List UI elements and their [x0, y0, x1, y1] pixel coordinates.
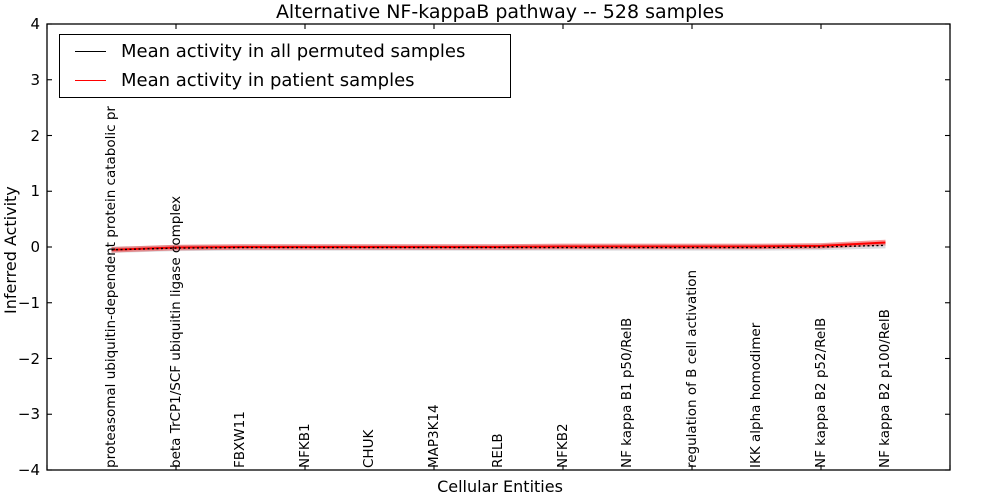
y-tick-label: 1	[30, 182, 40, 201]
y-tick-label: −4	[17, 461, 40, 479]
x-tick-label: NF kappa B2 p100/RelB	[877, 309, 893, 468]
y-tick-label: −3	[17, 405, 40, 424]
x-tick-label: regulation of B cell activation	[683, 269, 700, 468]
y-tick-label: 3	[30, 70, 40, 89]
y-tick-label: 4	[30, 15, 40, 33]
x-tick-label: NF kappa B2 p52/RelB	[812, 317, 829, 468]
legend-label: Mean activity in patient samples	[121, 70, 415, 91]
permuted-mean-line	[111, 244, 886, 251]
legend-entry: Mean activity in patient samples	[60, 66, 510, 95]
legend-line-sample	[75, 51, 106, 52]
x-tick-label: IKK alpha homodimer	[748, 322, 764, 468]
x-tick-label: NFKB2	[554, 423, 571, 468]
y-tick-label: −1	[17, 293, 40, 312]
y-tick-label: 0	[30, 238, 40, 256]
y-tick-label: −2	[17, 349, 40, 368]
x-axis-label: Cellular Entities	[437, 477, 563, 496]
legend-entry: Mean activity in all permuted samples	[60, 37, 510, 66]
x-tick-label: NF kappa B1 p50/RelB	[619, 317, 635, 468]
y-tick-label: 2	[30, 126, 40, 145]
legend-box: Mean activity in all permuted samples Mea…	[59, 34, 511, 98]
legend-line-sample	[75, 80, 106, 81]
legend-label: Mean activity in all permuted samples	[121, 41, 466, 62]
chart-title: Alternative NF-kappaB pathway -- 528 sam…	[275, 1, 725, 23]
